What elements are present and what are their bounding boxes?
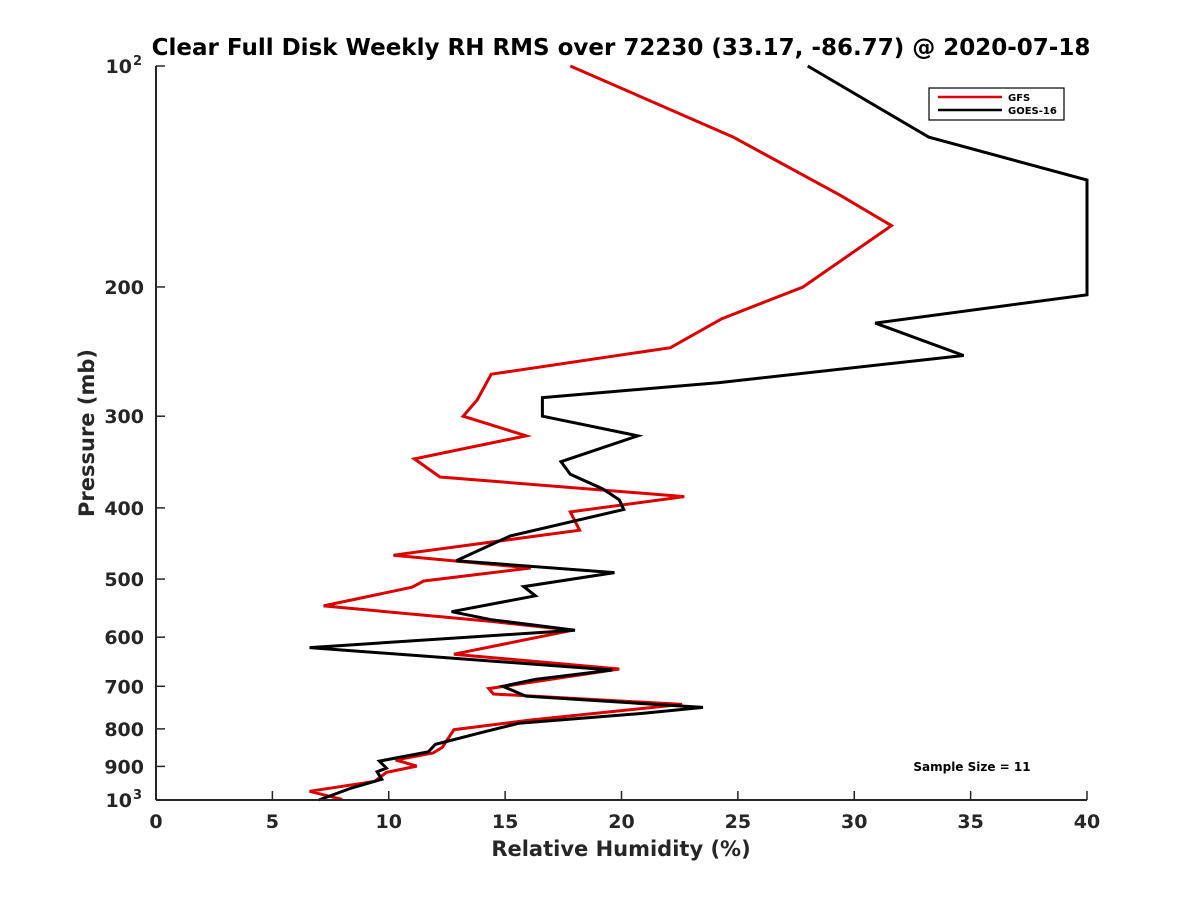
y-tick-label: 10 (106, 790, 132, 812)
series-line-gfs (309, 64, 895, 801)
y-tick-label: 800 (104, 719, 144, 741)
y-tick-label: 400 (104, 498, 144, 520)
x-tick-label: 35 (957, 811, 983, 833)
legend: GFS GOES-16 (928, 87, 1065, 121)
x-tick-label: 15 (492, 811, 518, 833)
x-tick-label: 25 (725, 811, 751, 833)
y-tick-label: 500 (104, 569, 144, 591)
x-tick-label: 10 (376, 811, 402, 833)
x-tick-label: 5 (266, 811, 279, 833)
legend-goes16-label: GOES-16 (1008, 106, 1057, 117)
x-tick-label: 30 (841, 811, 867, 833)
x-axis-ticks: 0 5 10 15 20 25 30 35 40 (149, 791, 1100, 833)
series-line-goes-16 (309, 64, 1089, 802)
y-tick-label: 900 (104, 756, 144, 778)
x-tick-label: 0 (149, 811, 162, 833)
chart-title: Clear Full Disk Weekly RH RMS over 72230… (152, 35, 1091, 61)
y-tick-label: 300 (104, 406, 144, 428)
y-tick-label: 700 (104, 676, 144, 698)
legend-gfs-label: GFS (1008, 93, 1030, 104)
sample-size-annotation: Sample Size = 11 (913, 760, 1030, 774)
y-tick-exponent: 2 (133, 54, 142, 69)
y-tick-exponent: 3 (133, 788, 142, 803)
x-tick-label: 40 (1074, 811, 1100, 833)
x-tick-label: 20 (608, 811, 634, 833)
y-tick-label: 200 (104, 277, 144, 299)
series-lines (309, 64, 1089, 802)
legend-box (928, 87, 1065, 121)
x-axis-label: Relative Humidity (%) (491, 837, 750, 861)
y-tick-label: 600 (104, 627, 144, 649)
y-tick-label: 10 (106, 56, 132, 78)
y-axis-label: Pressure (mb) (75, 349, 99, 517)
